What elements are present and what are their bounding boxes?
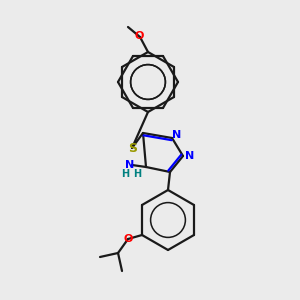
Text: N: N (125, 160, 135, 170)
Text: N: N (185, 151, 195, 161)
Text: N: N (172, 130, 182, 140)
Text: H: H (133, 169, 141, 179)
Text: O: O (134, 31, 144, 41)
Text: H: H (121, 169, 129, 179)
Text: S: S (128, 142, 137, 154)
Text: O: O (123, 234, 133, 244)
